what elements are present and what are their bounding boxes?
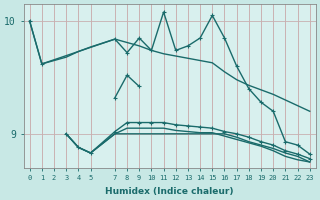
X-axis label: Humidex (Indice chaleur): Humidex (Indice chaleur) [106, 187, 234, 196]
